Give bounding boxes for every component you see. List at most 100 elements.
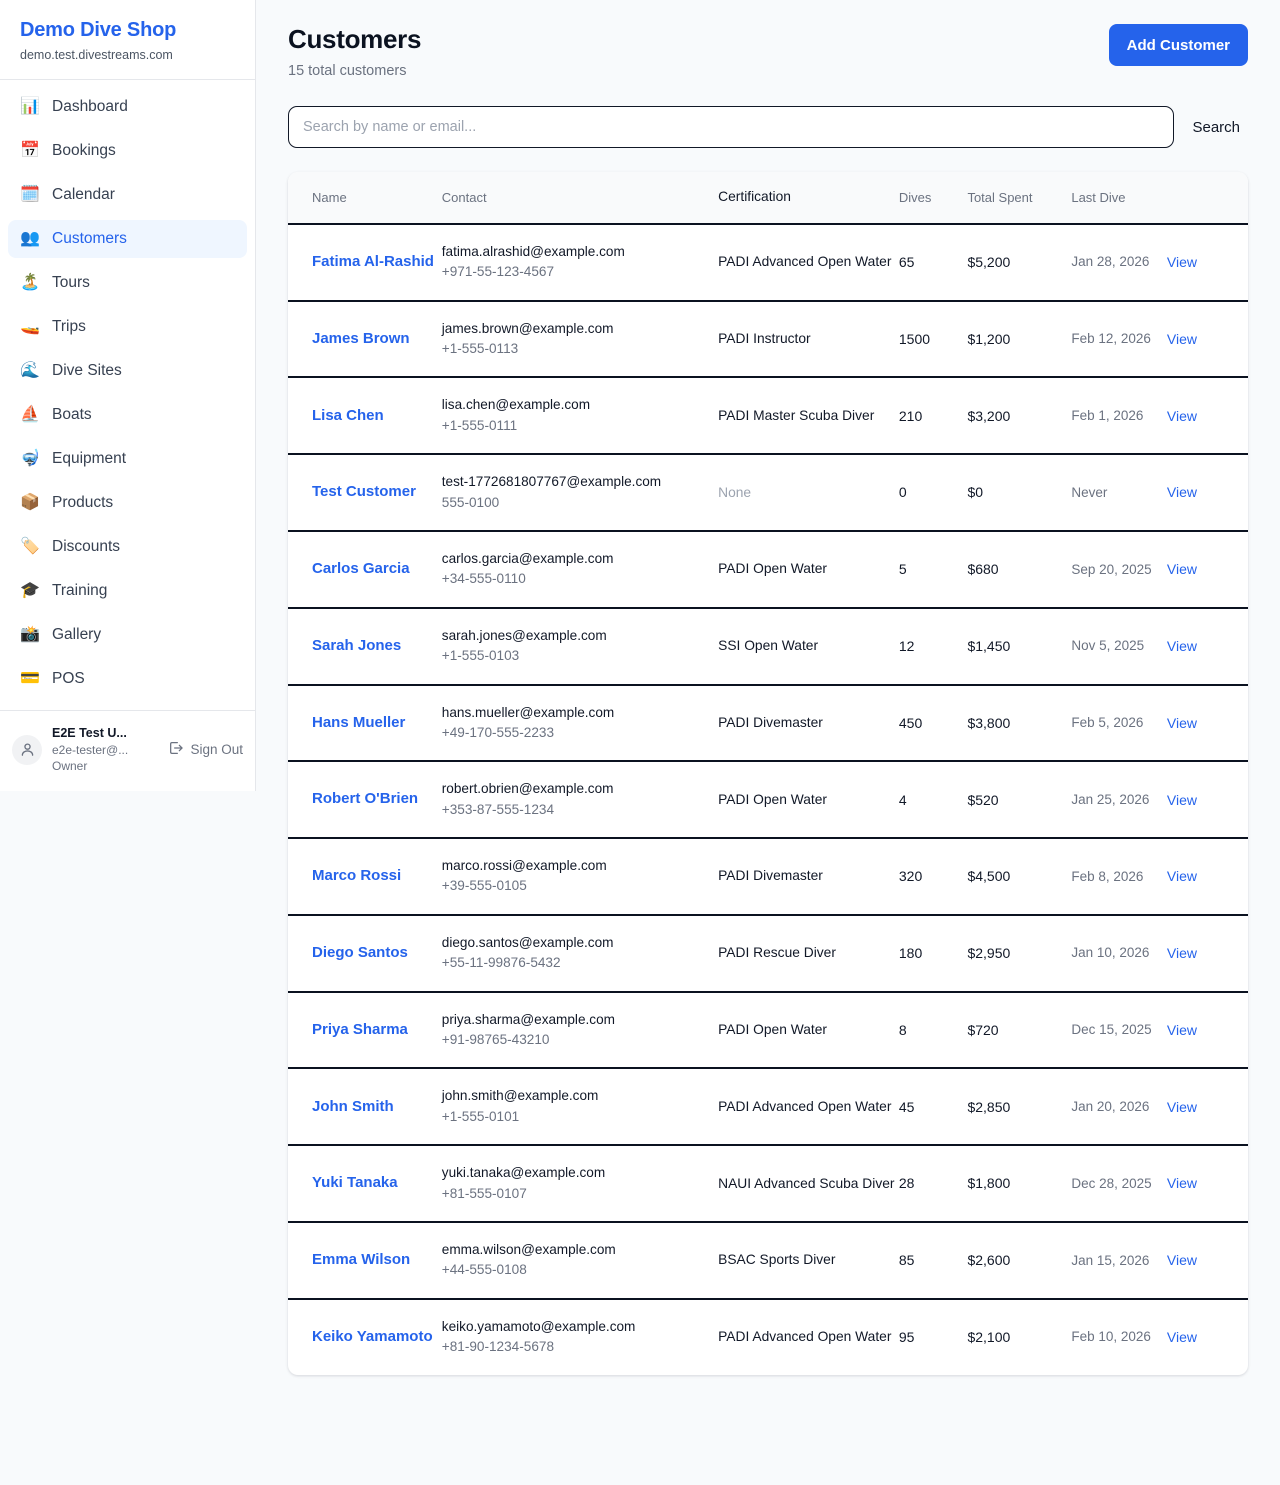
- customer-name-link[interactable]: Yuki Tanaka: [312, 1174, 398, 1192]
- sidebar-item-pos[interactable]: 💳 POS: [8, 660, 247, 698]
- view-link[interactable]: View: [1166, 1252, 1198, 1269]
- customer-email: diego.santos@example.com: [441, 934, 614, 950]
- last-dive-value: Never: [1071, 484, 1108, 500]
- customer-name-link[interactable]: Sarah Jones: [312, 636, 402, 654]
- sidebar-item-trips[interactable]: 🚤 Trips: [8, 308, 247, 346]
- cell-last-dive: Feb 12, 2026: [1071, 300, 1167, 379]
- bar-chart-icon: 📊: [20, 98, 40, 116]
- add-customer-button[interactable]: Add Customer: [1108, 24, 1248, 66]
- customer-name-link[interactable]: Hans Mueller: [312, 713, 406, 731]
- customer-name-link[interactable]: Priya Sharma: [312, 1020, 408, 1038]
- cell-total-spent: $680: [967, 530, 1072, 609]
- customer-name-link[interactable]: Robert O'Brien: [312, 790, 419, 808]
- view-link[interactable]: View: [1166, 1328, 1198, 1345]
- customer-email: emma.wilson@example.com: [441, 1241, 616, 1257]
- total-spent-value: $2,850: [967, 1098, 1011, 1115]
- customer-name-link[interactable]: Lisa Chen: [312, 406, 384, 424]
- sidebar-item-bookings[interactable]: 📅 Bookings: [8, 132, 247, 170]
- cell-actions: View: [1166, 1068, 1248, 1147]
- cell-contact: diego.santos@example.com +55-11-99876-543…: [441, 914, 719, 993]
- view-link[interactable]: View: [1166, 791, 1198, 808]
- view-link[interactable]: View: [1166, 407, 1198, 424]
- view-link[interactable]: View: [1166, 945, 1198, 962]
- certification-value: PADI Advanced Open Water: [718, 1329, 892, 1345]
- table-row: Keiko Yamamoto keiko.yamamoto@example.com…: [288, 1299, 1248, 1375]
- customer-name-link[interactable]: Carlos Garcia: [312, 560, 410, 578]
- sidebar-item-dashboard[interactable]: 📊 Dashboard: [8, 88, 247, 126]
- last-dive-value: Jan 25, 2026: [1071, 791, 1150, 807]
- cell-last-dive: Never: [1071, 454, 1167, 532]
- view-link[interactable]: View: [1166, 254, 1198, 271]
- last-dive-value: Feb 12, 2026: [1071, 331, 1151, 347]
- cell-certification: PADI Advanced Open Water: [718, 1299, 899, 1375]
- cell-contact: yuki.tanaka@example.com +81-555-0107: [441, 1145, 719, 1223]
- sidebar-item-label: Training: [52, 582, 108, 600]
- table-row: John Smith john.smith@example.com +1-555-0…: [288, 1068, 1248, 1147]
- view-link[interactable]: View: [1166, 868, 1198, 885]
- last-dive-value: Nov 5, 2025: [1071, 638, 1145, 654]
- view-link[interactable]: View: [1166, 714, 1198, 731]
- view-link[interactable]: View: [1166, 1021, 1198, 1038]
- last-dive-value: Dec 15, 2025: [1071, 1022, 1152, 1038]
- total-spent-value: $1,450: [967, 637, 1011, 654]
- dives-value: 45: [898, 1098, 915, 1115]
- sidebar-item-boats[interactable]: ⛵ Boats: [8, 396, 247, 434]
- cell-actions: View: [1166, 454, 1248, 532]
- view-link[interactable]: View: [1166, 561, 1198, 578]
- sidebar-item-label: POS: [52, 670, 85, 688]
- cell-name: Keiko Yamamoto: [288, 1299, 442, 1375]
- cell-actions: View: [1166, 607, 1248, 686]
- sidebar-item-tours[interactable]: 🏝️ Tours: [8, 264, 247, 302]
- sidebar-item-equipment[interactable]: 🤿 Equipment: [8, 440, 247, 478]
- cell-total-spent: $2,600: [967, 1221, 1072, 1300]
- view-link[interactable]: View: [1166, 637, 1198, 654]
- cell-contact: john.smith@example.com +1-555-0101: [441, 1068, 719, 1147]
- sign-out-button[interactable]: Sign Out: [168, 740, 243, 759]
- col-actions: [1166, 172, 1248, 225]
- cell-last-dive: Feb 10, 2026: [1071, 1299, 1167, 1375]
- certification-value: PADI Advanced Open Water: [718, 1098, 892, 1114]
- customer-name-link[interactable]: Fatima Al-Rashid: [312, 252, 434, 270]
- cell-name: John Smith: [288, 1068, 442, 1147]
- total-spent-value: $680: [967, 561, 999, 578]
- cell-actions: View: [1166, 991, 1248, 1070]
- dives-value: 95: [898, 1328, 915, 1345]
- customer-name-link[interactable]: Emma Wilson: [312, 1251, 411, 1269]
- search-input[interactable]: [288, 106, 1175, 149]
- view-link[interactable]: View: [1166, 1098, 1198, 1115]
- dives-value: 210: [898, 407, 923, 424]
- customer-name-link[interactable]: James Brown: [312, 329, 410, 347]
- search-button[interactable]: Search: [1184, 106, 1248, 148]
- col-certification: Certification: [718, 172, 899, 225]
- customer-name-link[interactable]: Marco Rossi: [312, 867, 402, 885]
- cell-actions: View: [1166, 300, 1248, 379]
- sidebar-item-products[interactable]: 📦 Products: [8, 484, 247, 522]
- sidebar-item-dive-sites[interactable]: 🌊 Dive Sites: [8, 352, 247, 390]
- sidebar-item-training[interactable]: 🎓 Training: [8, 572, 247, 610]
- cell-certification: BSAC Sports Diver: [718, 1221, 899, 1300]
- customer-name-link[interactable]: Test Customer: [312, 483, 416, 501]
- user-name: E2E Test U...: [52, 726, 127, 741]
- view-link[interactable]: View: [1166, 1175, 1198, 1192]
- cell-total-spent: $4,500: [967, 838, 1072, 916]
- view-link[interactable]: View: [1166, 330, 1198, 347]
- table-body: Fatima Al-Rashid fatima.alrashid@example.…: [288, 223, 1248, 1375]
- cell-contact: marco.rossi@example.com +39-555-0105: [441, 838, 719, 916]
- tag-icon: 🏷️: [20, 538, 40, 556]
- cell-dives: 1500: [898, 300, 968, 379]
- sidebar-item-discounts[interactable]: 🏷️ Discounts: [8, 528, 247, 566]
- certification-value: PADI Advanced Open Water: [718, 254, 892, 270]
- diving-mask-icon: 🤿: [20, 450, 40, 468]
- customer-name-link[interactable]: John Smith: [312, 1097, 394, 1115]
- cell-dives: 5: [898, 530, 968, 609]
- customer-email: yuki.tanaka@example.com: [441, 1165, 606, 1181]
- customer-name-link[interactable]: Diego Santos: [312, 943, 408, 961]
- total-spent-value: $720: [967, 1021, 999, 1038]
- sidebar-item-customers[interactable]: 👥 Customers: [8, 220, 247, 259]
- sidebar-item-gallery[interactable]: 📸 Gallery: [8, 616, 247, 654]
- customer-name-link[interactable]: Keiko Yamamoto: [312, 1327, 433, 1345]
- cell-dives: 0: [898, 454, 968, 532]
- customer-phone: +34-555-0110: [441, 571, 526, 587]
- sidebar-item-calendar[interactable]: 🗓️ Calendar: [8, 176, 247, 214]
- view-link[interactable]: View: [1166, 484, 1198, 501]
